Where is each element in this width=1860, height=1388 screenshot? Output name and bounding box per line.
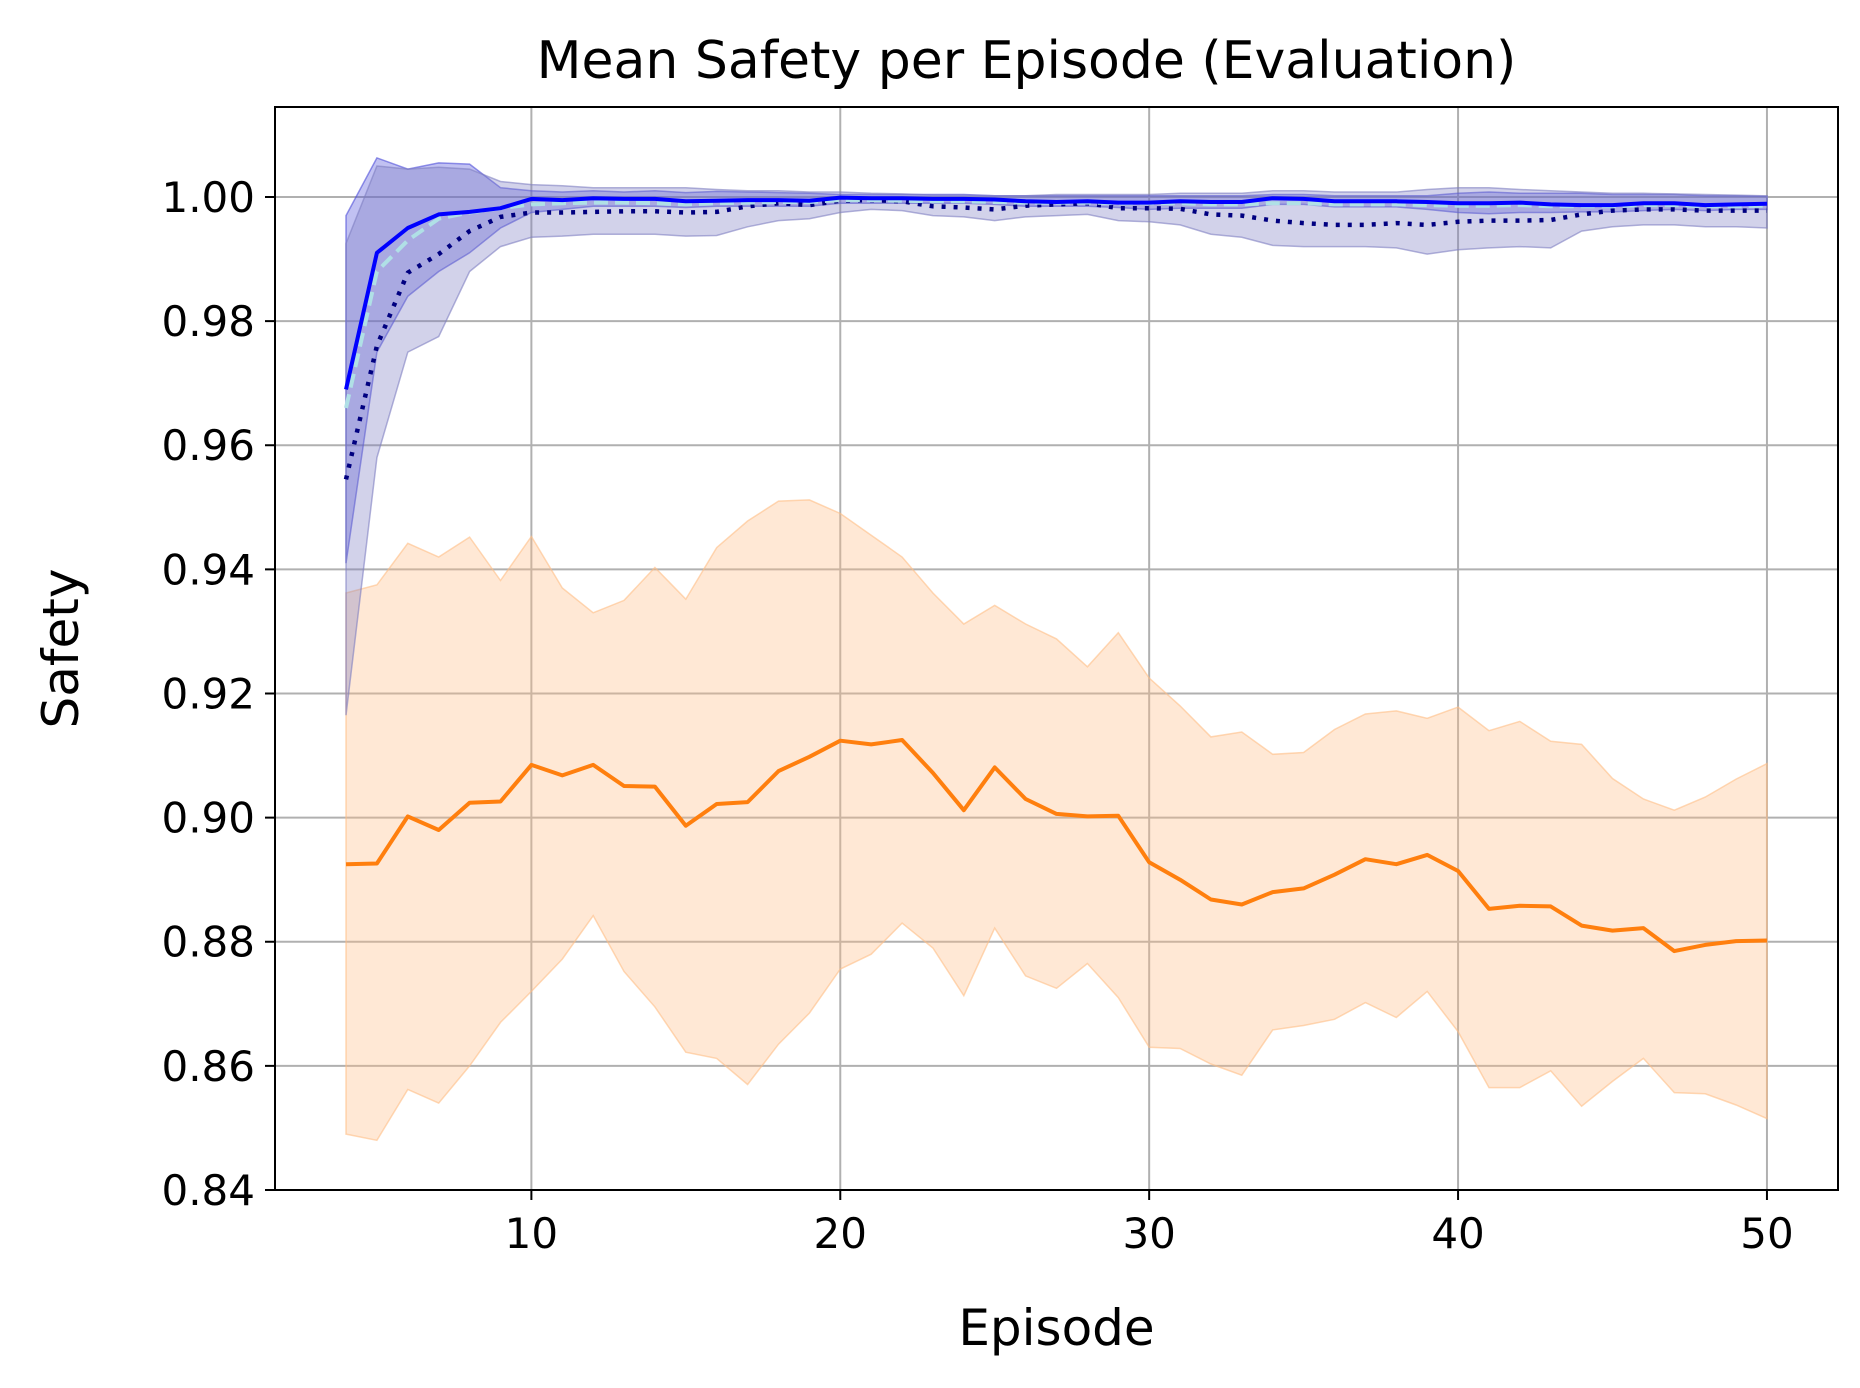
y-tick-label: 0.84	[161, 1166, 255, 1215]
x-axis-title: Episode	[958, 1299, 1154, 1357]
series-lines	[343, 195, 1768, 954]
series-line	[345, 738, 1768, 954]
plot-frame	[274, 106, 1839, 1191]
y-tick-label: 0.94	[161, 545, 255, 594]
series-line	[343, 197, 1767, 480]
y-tick-label: 0.98	[161, 297, 255, 346]
confidence-band	[345, 499, 1768, 1142]
y-axis-title: Safety	[32, 569, 90, 729]
x-tick-label: 40	[1431, 1209, 1484, 1258]
grid	[275, 107, 1838, 1191]
y-tick-label: 1.00	[161, 173, 255, 222]
x-tick-label: 20	[814, 1209, 867, 1258]
y-tick-label: 0.92	[161, 669, 255, 718]
x-tick-label: 50	[1740, 1209, 1793, 1258]
x-tick-label: 30	[1122, 1209, 1175, 1258]
chart-title: Mean Safety per Episode (Evaluation)	[537, 31, 1517, 91]
axis-ticks: 10 20 30 40 50 0.84 0.86 0.88 0.90 0.92 0.94 0.96 0.…	[161, 173, 1793, 1258]
series-line	[344, 195, 1768, 390]
y-tick-label: 0.96	[161, 421, 255, 470]
x-tick-label: 10	[505, 1209, 558, 1258]
y-tick-label: 0.88	[161, 918, 255, 967]
y-tick-label: 0.90	[161, 794, 255, 843]
y-tick-label: 0.86	[161, 1042, 255, 1091]
